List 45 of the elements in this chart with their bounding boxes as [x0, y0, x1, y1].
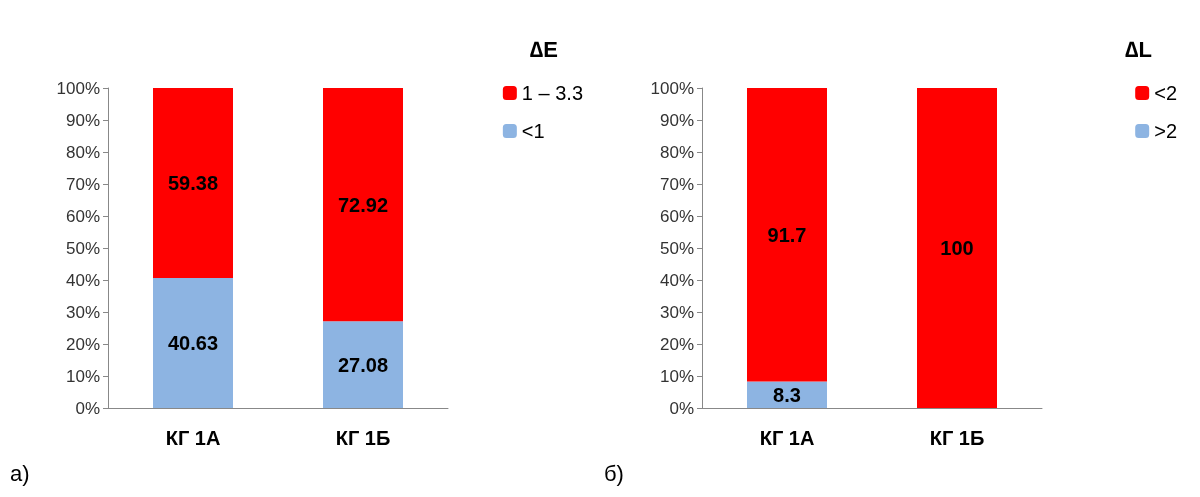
- y-tick-label: 40%: [65, 270, 100, 290]
- x-tick-label: КГ 1Б: [929, 427, 985, 449]
- y-tick-label: 60%: [65, 206, 100, 226]
- data-label: 27.08: [337, 353, 389, 376]
- x-tick-label: КГ 1А: [165, 427, 221, 449]
- y-tick-label: 90%: [65, 110, 100, 130]
- legend-label: <1: [521, 120, 545, 142]
- data-label: 8.3: [773, 383, 801, 406]
- y-tick-label: 90%: [659, 110, 694, 130]
- legend-label: <2: [1154, 82, 1178, 104]
- y-tick-label: 10%: [65, 366, 100, 386]
- legend-title: ∆E: [529, 36, 559, 62]
- bar: [323, 88, 403, 322]
- y-tick-label: 30%: [65, 302, 100, 322]
- bar: [323, 321, 403, 408]
- x-tick-label: КГ 1А: [759, 427, 815, 449]
- x-tick-label: КГ 1Б: [335, 427, 391, 449]
- y-tick-label: 50%: [65, 238, 100, 258]
- y-tick-label: 20%: [659, 334, 694, 354]
- y-tick-label: 80%: [65, 142, 100, 162]
- y-tick-label: 10%: [659, 366, 694, 386]
- data-label: 59.38: [167, 171, 219, 194]
- y-tick-label: 70%: [65, 174, 100, 194]
- y-tick-label: 40%: [659, 270, 694, 290]
- y-tick-label: 100%: [56, 78, 100, 98]
- bar: [153, 277, 233, 408]
- y-tick-label: 50%: [659, 238, 694, 258]
- data-label: 72.92: [337, 193, 389, 216]
- y-tick-label: 0%: [669, 398, 694, 418]
- text: а): [10, 460, 30, 486]
- legend-title: ∆L: [1125, 36, 1153, 62]
- text: б): [604, 460, 624, 486]
- legend-label: >2: [1154, 120, 1178, 142]
- y-tick-label: 80%: [659, 142, 694, 162]
- data-label: 91.7: [767, 223, 807, 246]
- y-tick-label: 20%: [65, 334, 100, 354]
- bar: [153, 88, 233, 278]
- data-label: 40.63: [167, 331, 219, 354]
- data-label: 100: [940, 237, 974, 259]
- y-tick-label: 30%: [659, 302, 694, 322]
- y-tick-label: 100%: [650, 78, 694, 98]
- legend-label: 1 – 3.3: [521, 82, 584, 104]
- y-tick-label: 0%: [75, 398, 100, 418]
- y-tick-label: 70%: [659, 174, 694, 194]
- y-tick-label: 60%: [659, 206, 694, 226]
